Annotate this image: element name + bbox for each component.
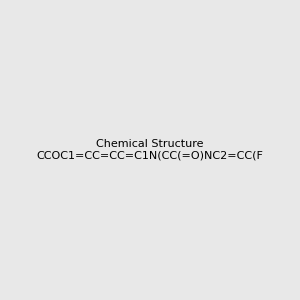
Text: Chemical Structure
CCOC1=CC=CC=C1N(CC(=O)NC2=CC(F: Chemical Structure CCOC1=CC=CC=C1N(CC(=O…	[37, 139, 263, 161]
